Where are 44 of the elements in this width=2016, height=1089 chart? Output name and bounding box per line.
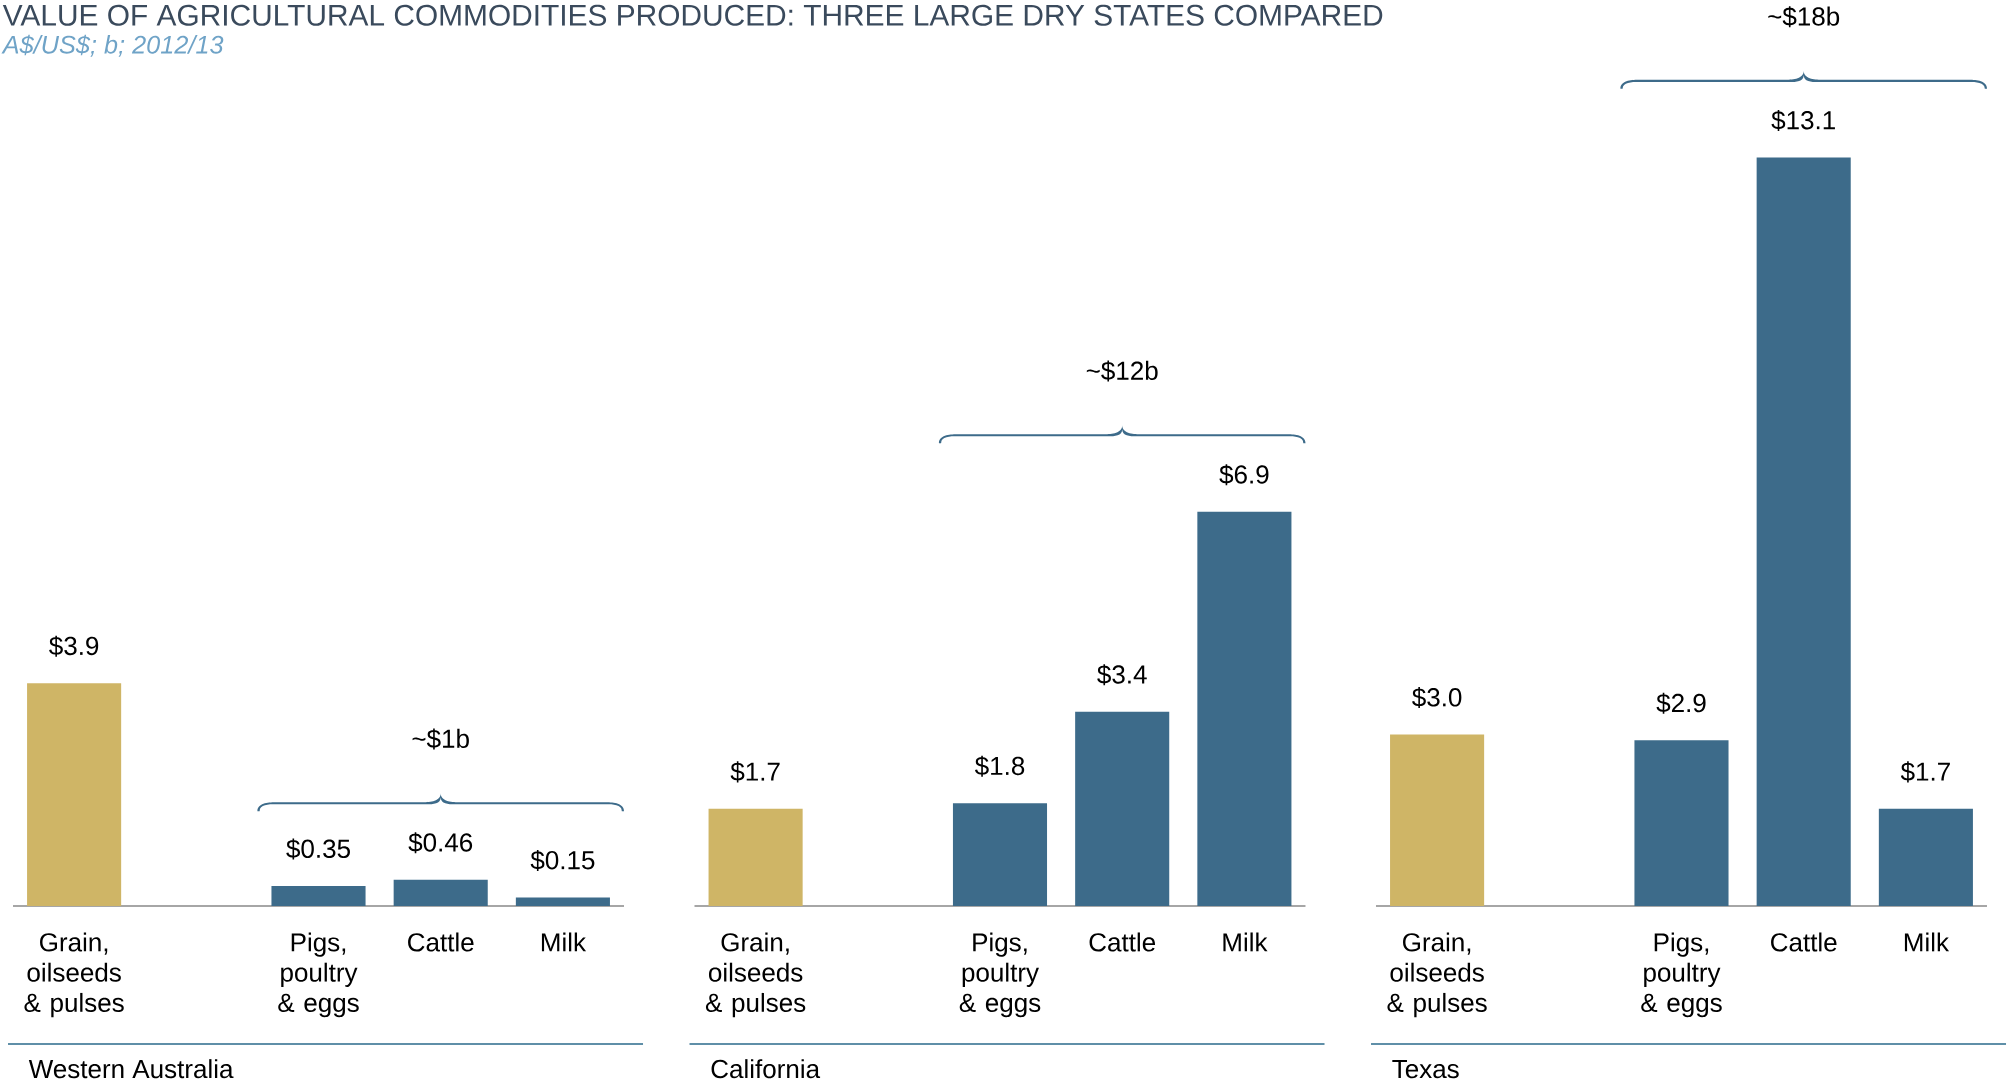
x-tick-label: Pigs, poultry & eggs [278,932,359,1018]
x-tick-label: Pigs, poultry & eggs [1641,932,1722,1018]
text: VALUE OF AGRICULTURAL COMMODITIES PRODUCED: THREE LARGE DRY STATES COMPARED [2,4,1383,26]
text: ~$18b [1768,6,1840,28]
bar [952,803,1048,906]
data-label: $1.7 [1900,761,1950,783]
data-label: $2.9 [1656,692,1706,714]
chart-subtitle: A$/US$; b; 2012/13 [1,34,224,57]
data-label: $1.7 [730,761,780,783]
data-label: $3.0 [1412,687,1462,709]
x-tick-label: Cattle [408,932,474,952]
x-tick-label: Milk [1223,932,1268,952]
bar [708,808,803,906]
x-tick-label: Milk [1904,932,1950,952]
x-axis-title: California [711,1059,821,1079]
x-tick-label: Grain, oilseeds & pulses [705,932,806,1018]
bar [393,879,488,906]
x-tick-label: Milk [541,932,587,952]
x-tick-label: Grain, oilseeds & pulses [24,932,124,1018]
text: ~$12b [1086,360,1158,382]
bar [271,886,366,906]
bar [1197,511,1292,906]
data-label: $6.9 [1219,464,1269,486]
annotation: ~$1b [412,728,469,750]
data-label: $0.35 [286,838,350,860]
x-axis-title: Texas [1392,1060,1459,1079]
x-tick-label: Pigs, poultry & eggs [959,932,1041,1018]
bar [1634,740,1729,906]
x-axis-title: Western Australia [28,1059,234,1079]
bar [1075,711,1170,906]
x-tick-label: Cattle [1089,932,1156,952]
x-tick-label: Cattle [1771,932,1837,952]
bar [1878,808,1973,906]
bar [515,897,610,906]
bar [1756,157,1851,906]
data-label: $3.9 [49,635,99,657]
bar [27,683,122,906]
data-label: $0.46 [408,832,473,854]
bar [1390,734,1485,906]
data-label: $3.4 [1097,664,1147,686]
data-label: $13.1 [1771,109,1835,131]
data-label: $1.8 [974,755,1025,777]
data-label: $0.15 [530,849,595,871]
x-tick-label: Grain, oilseeds & pulses [1387,932,1487,1018]
